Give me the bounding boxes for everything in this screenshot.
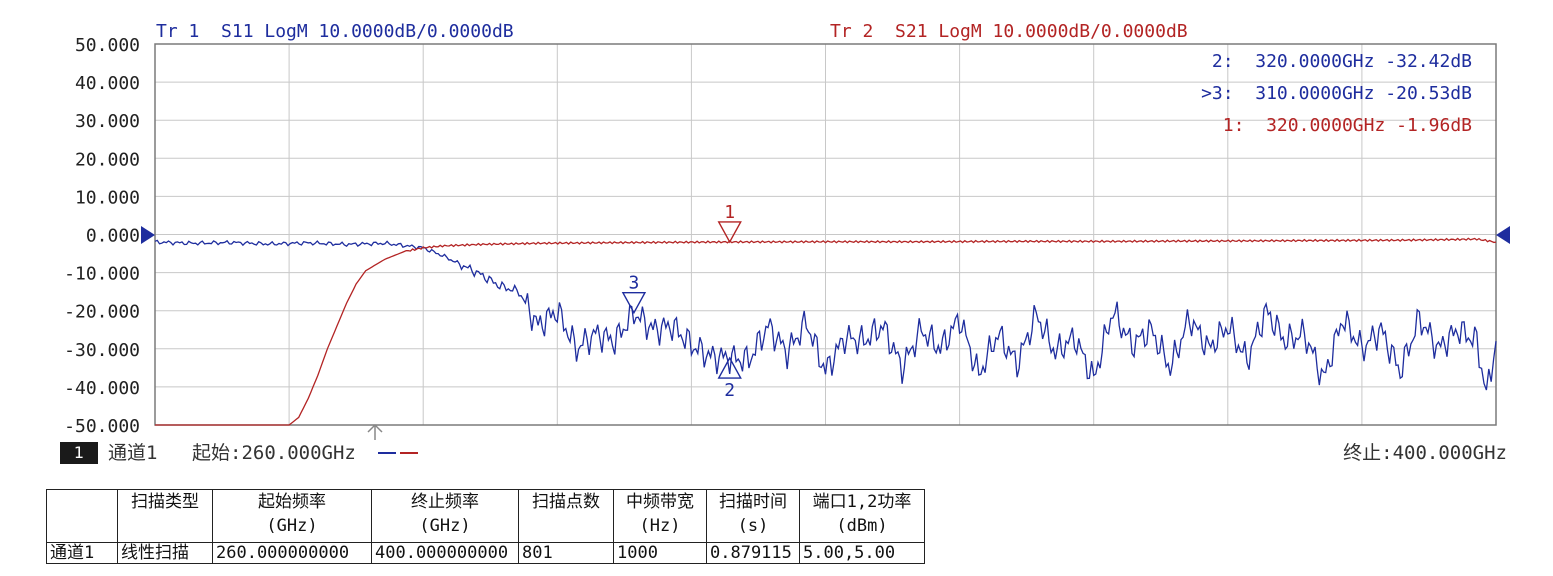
y-tick-label: 0.000 bbox=[86, 226, 140, 247]
table-header-row: 扫描类型 起始频率 (GHz) 终止频率 (GHz) 扫描点数 中频带宽 (Hz) 扫… bbox=[46, 489, 925, 543]
header-unit: (s) bbox=[737, 516, 769, 536]
header-cell-sweep-time: 扫描时间 (s) bbox=[706, 489, 800, 543]
plot-area: 50.000 40.000 30.000 20.000 10.000 0.000 -10.0… bbox=[64, 21, 1510, 440]
y-tick-label: 50.000 bbox=[75, 35, 140, 56]
channel-label: 通道1 bbox=[108, 442, 158, 464]
s11-legend-dash bbox=[378, 452, 396, 454]
header-unit: (GHz) bbox=[419, 516, 471, 536]
plot-frame bbox=[154, 43, 1497, 426]
header-cell-if-bw: 中频带宽 (Hz) bbox=[613, 489, 707, 543]
header-label: 终止频率 bbox=[411, 492, 479, 512]
reference-level-left-arrow-icon[interactable] bbox=[141, 226, 155, 244]
y-tick-label: 10.000 bbox=[75, 187, 140, 208]
header-cell-points: 扫描点数 bbox=[518, 489, 614, 543]
y-tick-label: -50.000 bbox=[64, 416, 140, 437]
marker-2-label: 2 bbox=[724, 380, 735, 401]
stop-frequency[interactable]: 终止:400.000GHz bbox=[1343, 442, 1507, 464]
marker-1-icon[interactable] bbox=[717, 221, 742, 244]
series-layer bbox=[154, 237, 1497, 426]
marker-readout-1: 1: 320.0000GHz -1.96dB bbox=[1223, 115, 1472, 136]
header-cell bbox=[46, 489, 118, 543]
trace-2-header: Tr 2 S21 LogM 10.0000dB/0.0000dB bbox=[830, 21, 1188, 42]
series-s21-line bbox=[155, 237, 1497, 426]
table-cell: 线性扫描 bbox=[117, 542, 213, 564]
y-tick-label: -10.000 bbox=[64, 264, 140, 285]
y-tick-label: 30.000 bbox=[75, 111, 140, 132]
y-tick-label: 40.000 bbox=[75, 73, 140, 94]
y-axis-labels: 50.000 40.000 30.000 20.000 10.000 0.000 -10.0… bbox=[64, 35, 140, 437]
y-tick-label: 20.000 bbox=[75, 149, 140, 170]
header-cell-sweep-type: 扫描类型 bbox=[117, 489, 213, 543]
sweep-parameters-table: 扫描类型 起始频率 (GHz) 终止频率 (GHz) 扫描点数 中频带宽 (Hz) 扫… bbox=[46, 489, 925, 564]
marker-3-icon[interactable] bbox=[621, 292, 647, 315]
start-frequency[interactable]: 起始:260.000GHz bbox=[192, 442, 356, 464]
reference-level-right-arrow-icon[interactable] bbox=[1496, 226, 1510, 244]
header-unit: (Hz) bbox=[639, 516, 681, 536]
channel-badge[interactable]: 1 bbox=[60, 442, 98, 464]
marker-layer: 1 3 2 bbox=[621, 202, 742, 401]
header-label: 端口1,2功率 bbox=[812, 492, 912, 512]
header-label: 扫描时间 bbox=[719, 492, 787, 512]
header-unit: (GHz) bbox=[266, 516, 318, 536]
table-cell: 通道1 bbox=[46, 542, 118, 564]
header-cell-port-power: 端口1,2功率 (dBm) bbox=[799, 489, 925, 543]
marker-readout-2: 2: 320.0000GHz -32.42dB bbox=[1212, 51, 1472, 72]
marker-3-label: 3 bbox=[629, 273, 640, 294]
header-label: 中频带宽 bbox=[626, 492, 694, 512]
marker-readout-3: >3: 310.0000GHz -20.53dB bbox=[1201, 83, 1472, 104]
header-cell-start-freq: 起始频率 (GHz) bbox=[212, 489, 372, 543]
header-cell-stop-freq: 终止频率 (GHz) bbox=[371, 489, 519, 543]
table-cell: 801 bbox=[518, 542, 614, 564]
table-cell: 0.879115 bbox=[706, 542, 800, 564]
marker-1-label: 1 bbox=[724, 202, 735, 223]
stimulus-cursor-icon[interactable] bbox=[367, 423, 383, 440]
channel-footer: 1 通道1 起始:260.000GHz 终止:400.000GHz bbox=[0, 440, 1553, 468]
grid bbox=[154, 43, 1497, 426]
series-s11-line bbox=[154, 239, 1497, 391]
header-label: 起始频率 bbox=[258, 492, 326, 512]
table-cell: 260.000000000 bbox=[212, 542, 372, 564]
table-row[interactable]: 通道1 线性扫描 260.000000000 400.000000000 801… bbox=[46, 542, 925, 564]
table-cell: 400.000000000 bbox=[371, 542, 519, 564]
y-tick-label: -20.000 bbox=[64, 302, 140, 323]
y-tick-label: -30.000 bbox=[64, 340, 140, 361]
marker-2-icon[interactable] bbox=[717, 356, 742, 379]
table-cell: 5.00,5.00 bbox=[799, 542, 925, 564]
trace-1-header: Tr 1 S11 LogM 10.0000dB/0.0000dB bbox=[156, 21, 514, 42]
table-cell: 1000 bbox=[613, 542, 707, 564]
y-tick-label: -40.000 bbox=[64, 378, 140, 399]
header-unit: (dBm) bbox=[836, 516, 888, 536]
s21-legend-dash bbox=[400, 452, 418, 454]
